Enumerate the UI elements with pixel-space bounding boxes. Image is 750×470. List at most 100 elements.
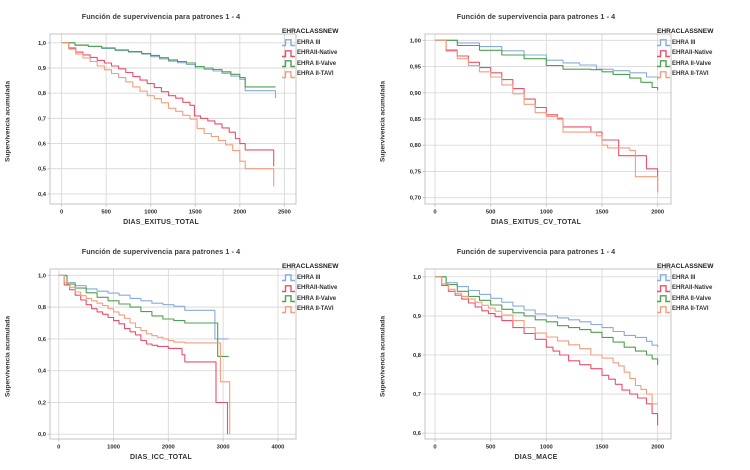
legend-title: EHRACLASSNEW xyxy=(282,28,339,35)
x-tick-label: 500 xyxy=(486,445,496,451)
plot-area: 1,0 0,9 0,8 0,7 0,6 0 500 1000 1500 2000 xyxy=(413,268,672,451)
x-tick-label: 2000 xyxy=(233,210,246,216)
y-tick-label: 0,5 xyxy=(38,167,47,173)
legend-line-icon xyxy=(657,49,670,57)
legend-line-icon xyxy=(657,295,670,303)
survival-chart-dias-exitus-cv-total: Función de supervivencia para patrones 1… xyxy=(375,0,750,235)
x-tick-label: 500 xyxy=(101,210,111,216)
y-tick-label: 0,90 xyxy=(410,91,421,97)
legend-item: EHRA III xyxy=(657,38,749,47)
survival-curve xyxy=(61,42,275,187)
survival-chart-dias-exitus-total: Función de supervivencia para patrones 1… xyxy=(0,0,375,235)
x-tick-label: 0 xyxy=(433,445,436,451)
survival-curve xyxy=(435,39,659,193)
y-tick-label: 0,8 xyxy=(413,353,422,359)
plot-area: 1,0 0,9 0,8 0,7 0,6 0,5 0,4 0 500 1000 1500 2000 250… xyxy=(38,33,297,216)
y-tick-label: 0,9 xyxy=(413,314,422,320)
legend-item: EHRA III xyxy=(282,38,374,47)
legend-item-label: EHRA II-TAVI xyxy=(672,306,709,312)
legend: EHRACLASSNEW EHRA III EHRAII-Native EHRA I… xyxy=(657,263,749,315)
survival-curve xyxy=(58,274,231,435)
legend-item: EHRA II-Valve xyxy=(657,59,749,68)
y-tick-label: 0,85 xyxy=(410,117,422,123)
legend-item-label: EHRA II-Valve xyxy=(672,295,712,302)
legend-item: EHRAII-Native xyxy=(282,284,374,293)
x-tick-label: 0 xyxy=(57,445,60,451)
legend: EHRACLASSNEW EHRA III EHRAII-Native EHRA I… xyxy=(282,28,374,80)
legend-item: EHRA II-TAVI xyxy=(657,305,749,314)
chart-title: Función de supervivencia para patrones 1… xyxy=(81,247,241,256)
y-tick-label: 0,7 xyxy=(38,116,46,122)
survival-curve xyxy=(61,42,276,88)
legend-item-label: EHRA II-TAVI xyxy=(297,306,334,312)
x-axis-label: DIAS_EXITUS_CV_TOTAL xyxy=(490,219,582,226)
legend-item-label: EHRA II-Valve xyxy=(297,60,337,67)
y-tick-label: 0,9 xyxy=(38,66,47,72)
legend-line-icon xyxy=(657,284,670,292)
x-tick-label: 2000 xyxy=(651,445,664,451)
legend-items: EHRA III EHRAII-Native EHRA II-Valve EHRA I… xyxy=(282,38,374,79)
plot-frame xyxy=(49,268,297,440)
legend-item-label: EHRA II-TAVI xyxy=(672,71,709,77)
legend-item-label: EHRA II-Valve xyxy=(297,295,337,302)
legend-item-label: EHRA III xyxy=(672,39,696,46)
legend-item-label: EHRAII-Native xyxy=(672,50,713,56)
survival-curve xyxy=(58,274,229,340)
y-tick-label: 0,8 xyxy=(38,91,47,97)
survival-curve xyxy=(61,42,275,167)
y-tick-label: 0,6 xyxy=(38,337,47,343)
survival-curve xyxy=(435,276,659,365)
x-tick-label: 2500 xyxy=(278,210,291,216)
legend-item: EHRAII-Native xyxy=(657,49,749,58)
chart-title: Función de supervivencia para patrones 1… xyxy=(456,12,616,21)
legend-item-label: EHRAII-Native xyxy=(672,285,713,291)
x-tick-label: 4000 xyxy=(271,445,284,451)
y-tick-label: 1,0 xyxy=(38,41,46,47)
legend-item-label: EHRAII-Native xyxy=(297,285,338,291)
x-tick-label: 500 xyxy=(486,210,496,216)
y-tick-label: 0,6 xyxy=(413,431,422,437)
legend-line-icon xyxy=(657,274,670,282)
y-tick-label: 1,0 xyxy=(38,273,46,279)
x-tick-label: 1500 xyxy=(189,210,202,216)
legend-title: EHRACLASSNEW xyxy=(282,263,339,270)
y-tick-label: 1,00 xyxy=(410,38,421,44)
legend-item: EHRA II-Valve xyxy=(657,294,749,303)
y-tick-label: 0,7 xyxy=(413,392,421,398)
legend-items: EHRA III EHRAII-Native EHRA II-Valve EHRA I… xyxy=(282,273,374,314)
legend-item-label: EHRA II-Valve xyxy=(672,60,712,67)
y-tick-label: 0,4 xyxy=(38,369,47,375)
x-tick-label: 2000 xyxy=(162,445,175,451)
x-tick-label: 0 xyxy=(60,210,63,216)
legend-item: EHRA II-Valve xyxy=(282,294,374,303)
legend-line-icon xyxy=(282,70,295,78)
legend-line-icon xyxy=(282,295,295,303)
legend-item: EHRAII-Native xyxy=(282,49,374,58)
legend-title: EHRACLASSNEW xyxy=(657,263,714,270)
legend: EHRACLASSNEW EHRA III EHRAII-Native EHRA I… xyxy=(282,263,374,315)
x-tick-label: 2000 xyxy=(651,210,664,216)
survival-curve xyxy=(435,276,658,405)
legend-item: EHRA III xyxy=(282,273,374,282)
survival-curve xyxy=(435,276,659,426)
legend-item-label: EHRA II-TAVI xyxy=(297,71,334,77)
legend-line-icon xyxy=(282,39,295,47)
x-tick-label: 1000 xyxy=(540,445,553,451)
chart-title: Función de supervivencia para patrones 1… xyxy=(456,247,616,256)
y-tick-label: 0,2 xyxy=(38,400,46,406)
legend-items: EHRA III EHRAII-Native EHRA II-Valve EHRA I… xyxy=(657,273,749,314)
legend-title: EHRACLASSNEW xyxy=(657,28,714,35)
y-tick-label: 0,75 xyxy=(410,169,422,175)
x-tick-label: 1000 xyxy=(107,445,120,451)
y-tick-label: 0,4 xyxy=(38,192,47,198)
legend-line-icon xyxy=(657,305,670,313)
legend-line-icon xyxy=(282,284,295,292)
survival-chart-dias-mace: Función de supervivencia para patrones 1… xyxy=(375,235,750,470)
legend-item-label: EHRA III xyxy=(297,274,321,281)
survival-chart-dias-icc-total: Función de supervivencia para patrones 1… xyxy=(0,235,375,470)
plot-frame xyxy=(424,268,672,440)
y-tick-label: 0,70 xyxy=(410,196,421,202)
legend-line-icon xyxy=(657,60,670,68)
x-tick-label: 3000 xyxy=(217,445,230,451)
y-tick-label: 0,8 xyxy=(38,305,47,311)
